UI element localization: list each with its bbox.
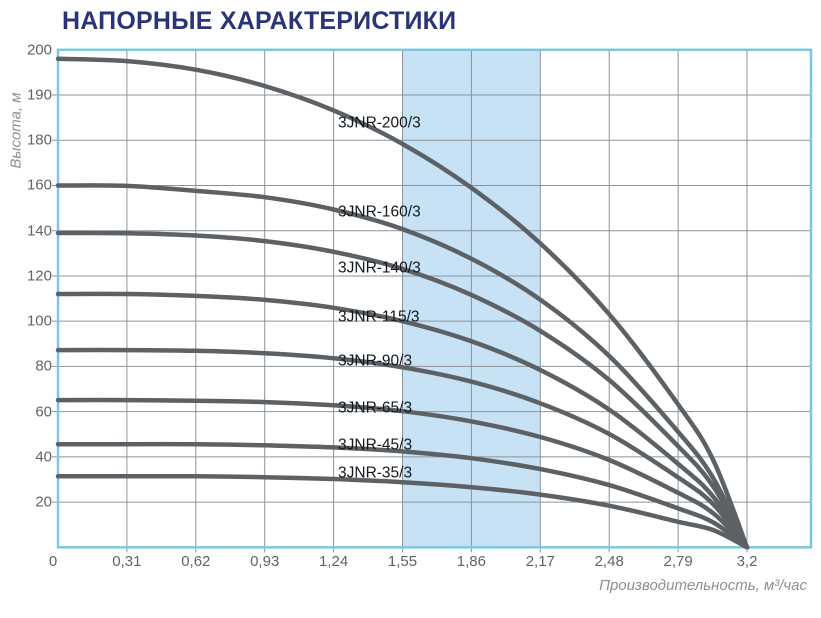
- x-tick-label: 1,24: [318, 553, 349, 570]
- x-tick-label: 3,2: [736, 553, 758, 570]
- y-tick-label: 100: [26, 312, 52, 330]
- pump-curve-3JNR-115/3: [55, 291, 750, 550]
- x-tick-label: 0,93: [250, 553, 280, 570]
- y-tick-label: 120: [26, 267, 52, 285]
- x-tick-label: 1,86: [456, 553, 486, 570]
- curve-label: 3JNR-90/3: [338, 353, 412, 370]
- y-tick-label: 20: [35, 493, 52, 511]
- y-tick-label: 180: [26, 131, 52, 149]
- curve-label: 3JNR-160/3: [338, 204, 421, 221]
- x-tick-label: 1,55: [387, 553, 418, 570]
- pump-curve-3JNR-160/3: [55, 183, 750, 550]
- curve-label: 3JNR-65/3: [338, 400, 412, 417]
- y-tick-label: 190: [26, 86, 52, 104]
- pump-curve-3JNR-45/3: [55, 441, 750, 550]
- x-tick-label: 2,48: [594, 553, 624, 570]
- pump-curve-3JNR-35/3: [55, 474, 750, 550]
- x-tick-label: 0: [48, 553, 58, 570]
- y-tick-label: 200: [26, 41, 52, 59]
- x-axis-title: Производительность, м³/час: [599, 577, 807, 594]
- y-tick-label: 60: [35, 403, 52, 421]
- plot-border: [56, 48, 813, 549]
- curve-label: 3JNR-140/3: [338, 260, 421, 277]
- curve-label: 3JNR-115/3: [338, 309, 420, 326]
- y-tick-label: 140: [26, 222, 52, 240]
- curve-label: 3JNR-35/3: [338, 465, 412, 482]
- curve-label: 3JNR-45/3: [338, 437, 412, 454]
- y-tick-label: 80: [35, 357, 52, 375]
- pump-curve-3JNR-65/3: [55, 397, 750, 550]
- y-tick-label: 40: [35, 448, 52, 466]
- pump-curve-3JNR-140/3: [55, 230, 750, 550]
- x-tick-label: 0,62: [181, 553, 211, 570]
- x-tick-label: 2,17: [525, 553, 555, 570]
- x-tick-label: 0,31: [112, 553, 142, 570]
- chart-title: НАПОРНЫЕ ХАРАКТЕРИСТИКИ: [62, 7, 457, 35]
- pump-curve-3JNR-200/3: [55, 56, 750, 550]
- y-tick-label: 160: [26, 176, 52, 194]
- curve-label: 3JNR-200/3: [338, 115, 421, 132]
- pump-curve-3JNR-90/3: [55, 347, 750, 550]
- x-tick-label: 2,79: [663, 553, 693, 570]
